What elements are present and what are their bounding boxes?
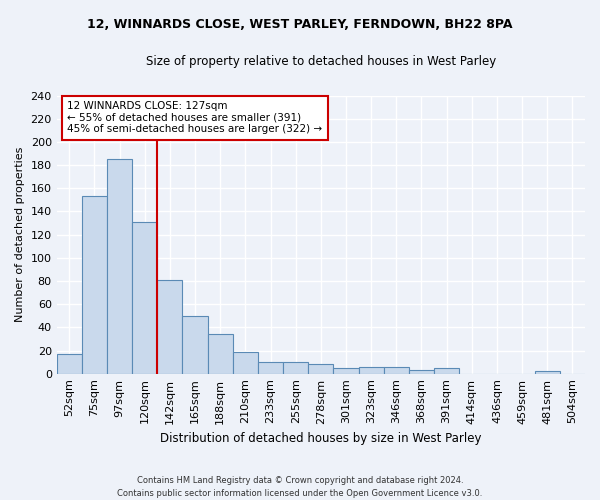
- Text: 12, WINNARDS CLOSE, WEST PARLEY, FERNDOWN, BH22 8PA: 12, WINNARDS CLOSE, WEST PARLEY, FERNDOW…: [87, 18, 513, 30]
- Bar: [409, 370, 434, 374]
- X-axis label: Distribution of detached houses by size in West Parley: Distribution of detached houses by size …: [160, 432, 482, 445]
- Bar: [384, 366, 409, 374]
- Bar: [434, 368, 459, 374]
- Bar: [233, 352, 258, 374]
- Bar: [82, 196, 107, 374]
- Bar: [258, 362, 283, 374]
- Bar: [334, 368, 359, 374]
- Text: 12 WINNARDS CLOSE: 127sqm
← 55% of detached houses are smaller (391)
45% of semi: 12 WINNARDS CLOSE: 127sqm ← 55% of detac…: [67, 101, 322, 134]
- Bar: [359, 366, 384, 374]
- Bar: [56, 354, 82, 374]
- Bar: [157, 280, 182, 374]
- Bar: [283, 362, 308, 374]
- Bar: [182, 316, 208, 374]
- Bar: [107, 160, 132, 374]
- Bar: [208, 334, 233, 374]
- Bar: [132, 222, 157, 374]
- Title: Size of property relative to detached houses in West Parley: Size of property relative to detached ho…: [146, 55, 496, 68]
- Y-axis label: Number of detached properties: Number of detached properties: [15, 147, 25, 322]
- Bar: [308, 364, 334, 374]
- Text: Contains HM Land Registry data © Crown copyright and database right 2024.
Contai: Contains HM Land Registry data © Crown c…: [118, 476, 482, 498]
- Bar: [535, 372, 560, 374]
